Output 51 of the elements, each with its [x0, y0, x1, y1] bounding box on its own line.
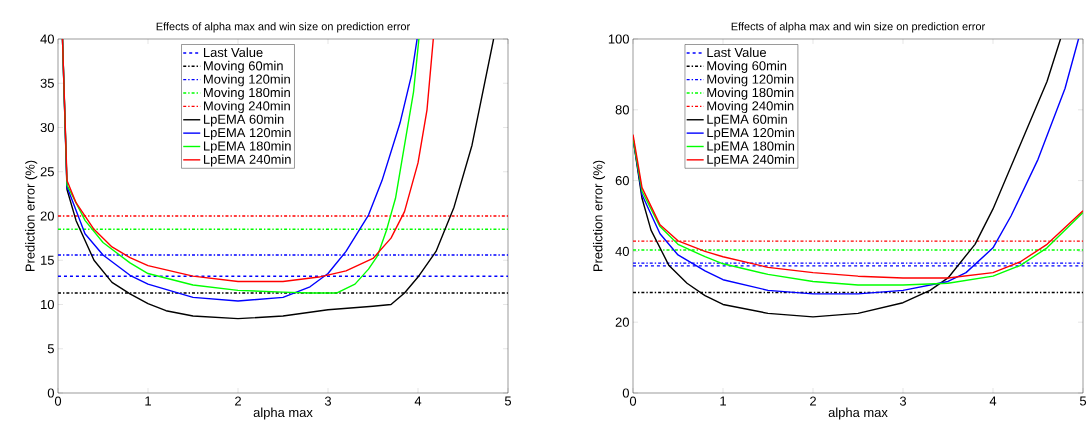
y-tick-label: 35: [40, 78, 54, 88]
legend-label: LpEMA 180min: [707, 141, 795, 154]
y-tick-label: 10: [41, 299, 54, 310]
y-tick-label: 0: [47, 388, 54, 398]
y-tick-label: 5: [47, 344, 54, 354]
x-tick-label: 0: [54, 396, 62, 406]
x-tick-label: 5: [1079, 396, 1087, 406]
y-tick-label: 20: [40, 211, 54, 221]
y-tick-label: 80: [615, 105, 629, 115]
x-tick-label: 0: [629, 396, 637, 406]
x-axis-title: alpha max: [253, 407, 313, 420]
legend-label: Moving 60min: [707, 60, 787, 73]
legend-label: LpEMA 120min: [203, 127, 291, 140]
legend-label: LpEMA 180min: [203, 141, 291, 154]
y-tick-label: 40: [615, 246, 629, 256]
legend-label: LpEMA 60min: [707, 114, 787, 127]
y-tick-label: 40: [40, 34, 54, 44]
x-tick-label: 2: [235, 396, 241, 406]
legend-label: LpEMA 120min: [707, 127, 795, 140]
legend-label: Last Value: [203, 47, 263, 58]
x-tick-label: 3: [324, 396, 332, 406]
legend-label: LpEMA 60min: [203, 114, 284, 127]
y-tick-label: 0: [622, 388, 629, 398]
y-tick-label: 20: [615, 317, 629, 327]
y-tick-label: 15: [41, 255, 54, 265]
legend-label: Moving 180min: [707, 87, 794, 100]
x-axis-title: alpha max: [828, 407, 888, 420]
y-tick-label: 30: [40, 122, 54, 133]
x-tick-label: 4: [414, 396, 422, 406]
y-tick-label: 25: [40, 167, 54, 177]
x-tick-label: 1: [720, 396, 726, 406]
chart-title: Effects of alpha max and win size on prediction error: [156, 22, 410, 33]
x-tick-label: 3: [899, 396, 907, 406]
legend-label: Moving 60min: [203, 60, 283, 73]
y-tick-label: 60: [615, 176, 629, 186]
y-axis-title: Prediction error (%): [592, 160, 606, 272]
x-tick-label: 5: [504, 396, 512, 406]
legend-label: Moving 120min: [707, 74, 794, 87]
legend-label: LpEMA 240min: [707, 154, 795, 167]
y-tick-label: 100: [608, 34, 629, 44]
legend-label: Moving 240min: [203, 100, 290, 114]
y-axis-title: Prediction error (%): [25, 160, 38, 272]
chart-title: Effects of alpha max and win size on prediction error: [731, 22, 985, 33]
legend-label: Moving 240min: [707, 100, 794, 114]
x-tick-label: 4: [989, 396, 997, 406]
legend-label: Last Value: [707, 47, 767, 58]
legend-label: Moving 120min: [203, 74, 290, 87]
legend-label: Moving 180min: [203, 87, 290, 100]
x-tick-label: 2: [810, 396, 816, 406]
legend-label: LpEMA 240min: [203, 154, 291, 167]
x-tick-label: 1: [145, 396, 151, 406]
